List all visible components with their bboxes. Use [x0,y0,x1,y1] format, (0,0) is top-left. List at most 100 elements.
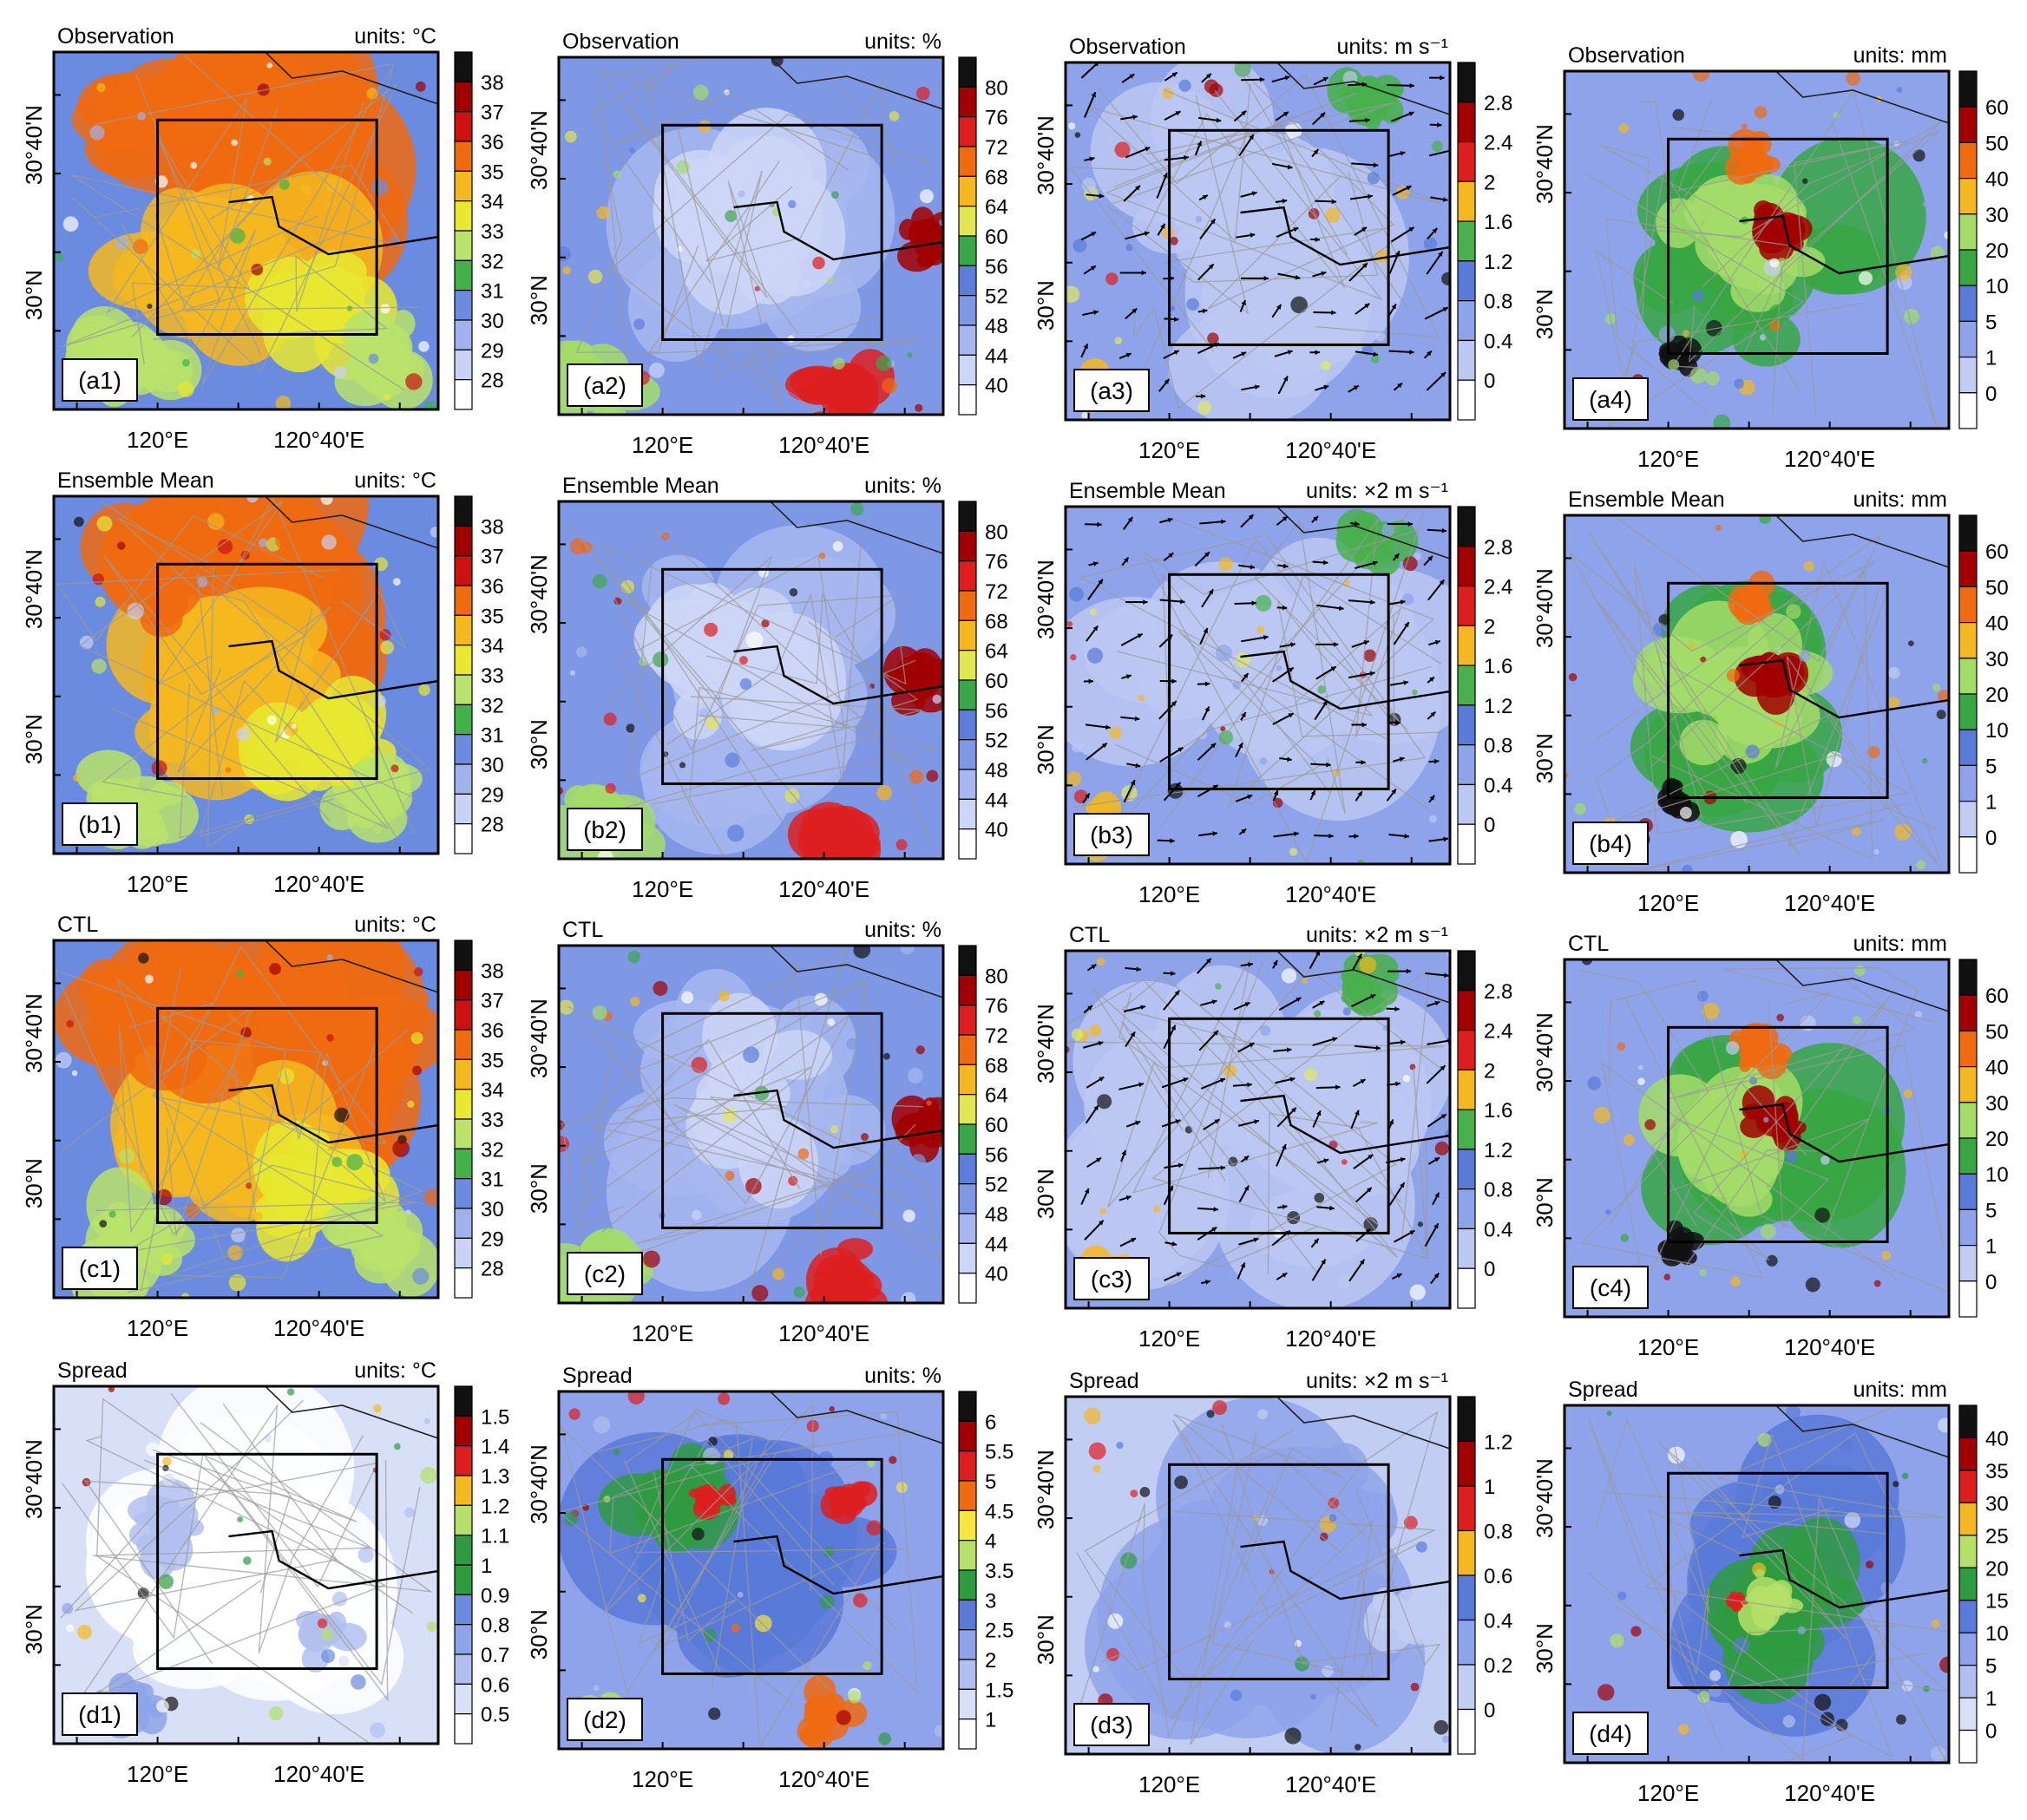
contour-speck [895,839,908,851]
x-tick-label: 120°E [1138,437,1200,463]
contour-speck [1644,1119,1656,1130]
contour-speck [908,1068,923,1083]
contour-speck [405,373,423,390]
contour-speck [629,147,635,154]
county-boundary [204,1457,421,1702]
contour-speck [390,764,399,773]
county-boundary [569,526,805,809]
contour-speck [1893,1481,1899,1488]
contour-speck [1423,237,1438,251]
map-frame [1563,958,1951,1319]
colorbar-label: 2.4 [1484,576,1512,599]
contour-speck [1410,1682,1420,1692]
wind-arrow-head [1430,711,1436,717]
wind-arrow-head [1282,199,1288,204]
county-boundary [1601,1431,1949,1633]
county-boundary [1595,533,1941,861]
colorbar-label: 10 [1985,719,2009,743]
contour-speck [1402,556,1418,572]
colorbar-segment [958,619,977,651]
contour-speck [358,1547,374,1563]
wind-arrow-head [1359,1259,1365,1265]
panel-tag-text: (a4) [1589,386,1632,413]
wind-arrow-head [1132,115,1138,120]
contour-speck [889,111,900,121]
contour-speck [1678,1724,1689,1735]
contour-speck [1692,290,1704,302]
colorbar-segment [958,1391,977,1422]
wind-arrow-head [1200,393,1206,399]
contour-patch [1773,223,1798,246]
county-boundary [1115,630,1431,811]
colorbar-label: 37 [481,101,504,125]
contour-patch [1138,1508,1338,1691]
panel-tag: (c4) [1572,1266,1649,1309]
study-domain-box [1667,1025,1889,1243]
contour-speck [1939,1656,1949,1673]
contour-speck [1858,271,1873,285]
contour-patch [1728,128,1762,162]
wind-arrow-head [1407,521,1414,527]
contour-speck [275,531,293,549]
contour-speck [1593,1107,1610,1124]
county-boundary [1614,1432,1893,1758]
wind-arrow [1241,635,1269,643]
wind-arrow [1426,251,1444,275]
contour-patch [845,845,873,859]
colorbar-label: 68 [985,610,1008,633]
wind-arrow-head [1250,564,1256,570]
contour-speck [743,1046,759,1064]
northern-boundary [1775,515,1949,568]
colorbar-label: 33 [481,1109,504,1132]
colorbar-segment [1958,1502,1978,1536]
contour-speck [637,1594,646,1603]
contour-speck [626,723,635,733]
wind-arrow-head [1296,997,1302,1003]
contour-speck [161,1253,173,1266]
colorbar-segment [454,319,473,350]
county-boundary [115,978,386,1266]
contour-patch [166,84,246,141]
county-boundary [597,1419,883,1749]
y-tick-label: 30°N [1532,289,1558,339]
wind-arrow-head [1241,712,1246,718]
y-tick-label: 30°40'N [21,105,47,185]
contour-speck [1354,951,1366,957]
contour-speck [266,715,277,725]
contour-speck [860,1133,869,1142]
county-boundary [71,164,404,391]
wind-arrow-head [1091,964,1097,970]
contour-speck [156,1699,169,1713]
colorbar-label: 44 [985,789,1008,812]
contour-speck [1745,744,1760,759]
contour-speck [1896,1714,1906,1725]
colorbar-label: 5 [985,1470,996,1494]
contour-speck [1370,354,1380,363]
colorbar-segment [958,798,977,830]
contour-speck [417,940,430,948]
colorbar-segment [1958,1632,1978,1666]
wind-arrow-head [1177,747,1184,752]
contour-speck [718,990,730,1002]
contour-speck [320,1627,334,1641]
contour-speck [1689,366,1708,384]
panel-tag: (d1) [62,1692,138,1736]
wind-arrow-head [1173,350,1179,356]
county-boundary [1161,518,1402,827]
contour-speck [264,1434,272,1443]
colorbar-label: 3 [985,1589,996,1613]
contour-speck [613,597,622,606]
colorbar-label: 0.6 [481,1673,509,1697]
contour-speck [76,1624,92,1640]
contour-speck [1097,1094,1112,1110]
contour-speck [568,1408,581,1420]
contour-speck [1697,1691,1710,1704]
map-field-b3 [1066,507,1450,864]
contour-speck [266,62,272,69]
county-boundary [93,1422,433,1593]
colorbar-label: 1.6 [1484,655,1512,678]
colorbar-segment [1457,1109,1476,1150]
contour-patch [154,940,213,1004]
wind-arrow-head [1171,701,1177,706]
